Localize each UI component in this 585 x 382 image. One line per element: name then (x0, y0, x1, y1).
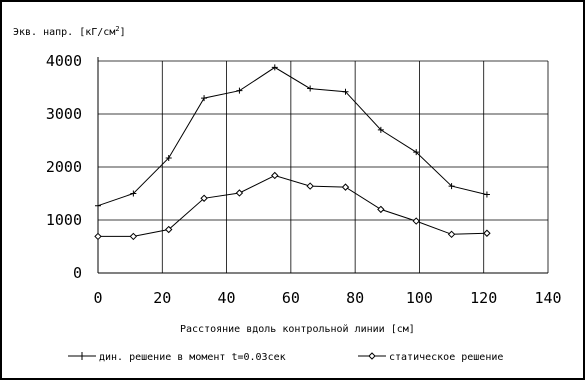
data-point-plus (236, 87, 243, 94)
x-tick-label: 80 (346, 289, 364, 307)
data-point-plus (130, 190, 137, 197)
legend-marker-diamond-icon (368, 352, 376, 360)
x-tick-label: 60 (282, 289, 300, 307)
x-tick-label: 40 (218, 289, 236, 307)
data-point-diamond (165, 225, 173, 234)
data-point-plus (307, 85, 314, 92)
data-point-diamond (271, 171, 279, 180)
data-point-plus (271, 64, 278, 71)
y-tick-label: 3000 (46, 105, 82, 123)
legend-item-static: статическое решение (358, 352, 503, 363)
data-point-diamond (129, 232, 138, 241)
x-tick-label: 100 (406, 289, 433, 307)
legend-item-dynamic: дин. решение в момент t=0.03сек (68, 352, 286, 363)
data-point-diamond (447, 230, 456, 239)
y-tick-label: 4000 (46, 52, 82, 70)
data-point-plus (377, 126, 384, 133)
data-point-diamond (377, 205, 385, 214)
legend-marker-plus-icon (78, 352, 86, 360)
data-point-plus (95, 202, 101, 209)
series-line-2 (98, 174, 487, 237)
y-axis-label: Экв. напр. [кГ/см2] (13, 25, 126, 38)
data-point-plus (413, 149, 420, 156)
series-layer (94, 64, 491, 241)
y-tick-label: 1000 (46, 211, 82, 229)
y-tick-label: 0 (73, 264, 82, 282)
x-tick-label: 120 (470, 289, 497, 307)
x-tick-label: 20 (153, 289, 171, 307)
data-point-plus (342, 88, 349, 95)
x-tick-label: 0 (93, 289, 102, 307)
data-point-plus (483, 191, 490, 198)
grid (97, 60, 549, 274)
series-line-1 (97, 66, 488, 207)
legend-label-dynamic: дин. решение в момент t=0.03сек (99, 352, 286, 363)
data-point-diamond (412, 217, 420, 225)
data-point-plus (165, 154, 172, 161)
x-axis-label: Расстояние вдоль контрольной линии [см] (180, 323, 415, 335)
data-point-plus (201, 95, 208, 102)
data-point-diamond (94, 232, 102, 241)
data-point-diamond (483, 229, 491, 237)
data-point-diamond (341, 183, 350, 191)
tick-labels: 0 1000 2000 3000 4000 0 20 40 60 80 100 120 140 (46, 52, 562, 307)
legend: дин. решение в момент t=0.03сек статичес… (68, 352, 503, 363)
legend-label-static: статическое решение (389, 352, 503, 363)
data-point-diamond (306, 182, 314, 190)
data-point-diamond (235, 189, 244, 197)
data-point-plus (448, 183, 455, 190)
x-tick-label: 140 (534, 289, 561, 307)
data-point-diamond (200, 194, 208, 202)
y-tick-label: 2000 (46, 158, 82, 176)
